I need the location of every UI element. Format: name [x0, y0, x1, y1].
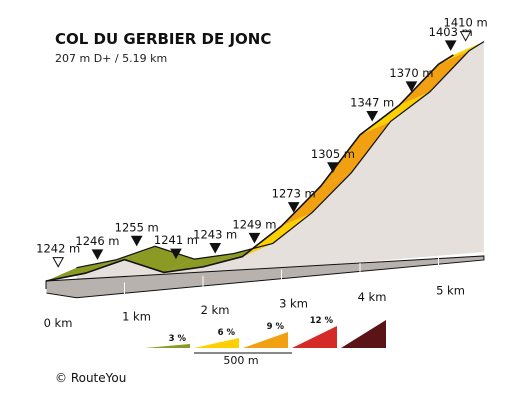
profile-front-edge [45, 54, 454, 282]
elevation-label: 1243 m [193, 228, 237, 242]
copyright-text: © RouteYou [55, 371, 126, 385]
profile-segment [320, 121, 391, 187]
elevation-label: 1255 m [115, 220, 159, 234]
elevation-marker [287, 202, 300, 213]
distance-tick-label: 3 km [279, 297, 308, 311]
legend-swatch [194, 338, 239, 348]
profile-segment [124, 246, 195, 273]
elevation-label: 1370 m [389, 66, 433, 80]
profile-ribbon-layer [45, 41, 485, 282]
elevation-marker [209, 243, 222, 254]
profile-segment [281, 172, 352, 227]
elevation-marker [130, 235, 143, 247]
elevation-marker [91, 249, 104, 260]
profile-segment [242, 212, 312, 257]
profile-segment [438, 41, 484, 65]
elevation-label: 1241 m [154, 233, 198, 247]
distance-tick-label: 5 km [436, 284, 465, 298]
elevation-marker [405, 81, 418, 92]
legend-label: 12 % [310, 316, 334, 326]
distance-tick-label: 4 km [358, 290, 387, 304]
elevation-marker [248, 232, 261, 244]
endpoint-marker [52, 257, 65, 268]
distance-tick-label: 2 km [201, 303, 230, 317]
profile-segment [46, 259, 116, 281]
legend-swatch [145, 344, 190, 348]
profile-segment [360, 91, 430, 135]
profile-segment [163, 253, 234, 273]
elevation-marker [366, 110, 379, 122]
legend-swatch [341, 320, 386, 348]
profile-side-layer [45, 41, 485, 299]
profile-side-wall [76, 41, 484, 286]
elevation-label: 1273 m [272, 187, 316, 201]
elevation-marker [327, 162, 339, 173]
elevation-label: 1347 m [350, 95, 394, 109]
elevation-label: 1246 m [75, 234, 119, 248]
elevation-marker [444, 40, 457, 51]
distance-axis-layer: 0 km 1 km 2 km 3 km 4 km 5 km [44, 256, 465, 330]
elevation-label: 1410 m [444, 16, 488, 30]
distance-tick-label: 0 km [44, 316, 73, 330]
distance-tick-label: 1 km [122, 310, 151, 324]
profile-back-edge [76, 41, 485, 269]
gradient-legend: 3 % 6 % 9 % 12 % 500 m [145, 316, 386, 367]
legend-label: 3 % [169, 334, 187, 344]
legend-swatch [243, 332, 288, 348]
chart-subtitle: 207 m D+ / 5.19 km [55, 52, 167, 65]
legend-label: 6 % [218, 328, 236, 338]
legend-swatch [292, 326, 337, 348]
endpoint-marker [459, 31, 472, 42]
elevation-marker [170, 248, 182, 260]
scale-label: 500 m [223, 354, 258, 367]
legend-label: 9 % [267, 322, 285, 332]
elevation-label: 1249 m [232, 217, 276, 231]
chart-title: COL DU GERBIER DE JONC [55, 30, 271, 48]
elevation-label: 1242 m [36, 242, 80, 256]
profile-segment [399, 50, 469, 106]
elevation-label: 1305 m [311, 147, 355, 161]
elevation-label: 1403 m [429, 25, 473, 39]
